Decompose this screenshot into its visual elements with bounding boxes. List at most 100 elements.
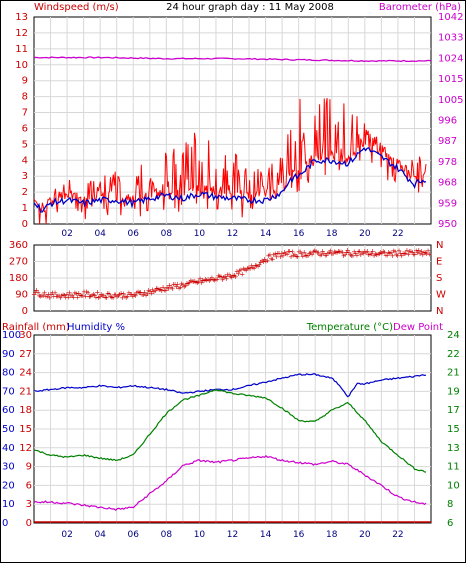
direction-point: + <box>172 281 178 289</box>
direction-point: + <box>194 279 200 287</box>
direction-point: + <box>148 290 154 298</box>
direction-point: + <box>242 266 248 274</box>
direction-point: + <box>400 249 406 257</box>
direction-point: + <box>131 291 137 299</box>
direction-point: + <box>171 280 177 288</box>
climate-panel-x-tick-label: 02 <box>61 530 72 540</box>
direction-point: + <box>164 283 170 291</box>
direction-point: + <box>388 249 394 257</box>
direction-point: + <box>150 286 156 294</box>
direction-point: + <box>342 251 348 259</box>
direction-point: + <box>49 289 55 297</box>
direction-point: + <box>292 251 298 259</box>
direction-point: + <box>416 247 422 255</box>
direction-point: + <box>293 252 299 260</box>
barometer-tick-label: 996 <box>438 116 457 127</box>
direction-point: + <box>93 294 99 302</box>
direction-point: + <box>183 282 189 290</box>
direction-point: + <box>212 277 218 285</box>
direction-point: + <box>218 273 224 281</box>
climate-panel-x-tick-label: 18 <box>326 530 338 540</box>
direction-point: + <box>395 252 401 260</box>
direction-point: + <box>92 292 98 300</box>
direction-point: + <box>68 292 74 300</box>
climate-panel-x-tick-label: 16 <box>293 530 305 540</box>
direction-point: + <box>237 267 243 275</box>
direction-point: + <box>139 291 145 299</box>
direction-point: + <box>318 251 324 259</box>
direction-point: + <box>214 276 220 284</box>
temperature-tick-label: 21 <box>447 368 460 379</box>
direction-point: + <box>198 279 204 287</box>
direction-point: + <box>233 273 239 281</box>
direction-point: + <box>160 284 166 292</box>
chart-title: 24 hour graph day : 11 May 2008 <box>166 2 334 13</box>
direction-point: + <box>140 291 146 299</box>
barometer-line <box>33 56 432 63</box>
direction-point: + <box>96 294 102 302</box>
direction-point: + <box>119 294 125 302</box>
direction-point: + <box>135 288 141 296</box>
direction-point: + <box>180 281 186 289</box>
direction-point: + <box>84 288 90 296</box>
direction-point: + <box>250 263 256 271</box>
windspeed-tick-label: 5 <box>22 139 28 150</box>
compass-tick-label: E <box>436 257 442 268</box>
temperature-tick-label: 13 <box>447 443 460 454</box>
direction-point: + <box>130 292 136 300</box>
windspeed-tick-label: 3 <box>22 171 28 182</box>
direction-point: + <box>73 290 79 298</box>
wind-panel-x-tick-label: 10 <box>194 229 206 239</box>
direction-point: + <box>227 273 233 281</box>
windspeed-tick-label: 13 <box>15 12 28 23</box>
humidity-tick-label: 90 <box>2 349 15 360</box>
direction-point: + <box>405 250 411 258</box>
direction-point: + <box>305 252 311 260</box>
humidity-tick-label: 20 <box>2 480 15 491</box>
direction-point: + <box>78 292 84 300</box>
direction-point: + <box>412 250 418 258</box>
windspeed-tick-label: 1 <box>22 203 28 214</box>
direction-point: + <box>374 251 380 259</box>
direction-point: + <box>57 294 63 302</box>
direction-point: + <box>382 248 388 256</box>
direction-point: + <box>222 273 228 281</box>
direction-point: + <box>335 248 341 256</box>
direction-point: + <box>396 247 402 255</box>
wind-panel-x-tick-label: 20 <box>359 229 371 239</box>
direction-point: + <box>380 248 386 256</box>
direction-point: + <box>368 250 374 258</box>
temperature-tick-label: 22 <box>447 349 460 360</box>
direction-point: + <box>200 277 206 285</box>
direction-point: + <box>383 252 389 260</box>
wind-panel-x-tick-label: 22 <box>392 229 403 239</box>
direction-point: + <box>42 289 48 297</box>
direction-point: + <box>192 277 198 285</box>
direction-point: + <box>421 249 427 257</box>
direction-point: + <box>35 289 41 297</box>
windspeed-tick-label: 8 <box>22 92 28 103</box>
direction-point: + <box>71 294 77 302</box>
direction-point: + <box>312 247 318 255</box>
windspeed-tick-label: 11 <box>15 44 28 55</box>
direction-point: + <box>184 279 190 287</box>
direction-point: + <box>413 247 419 255</box>
direction-point: + <box>102 293 108 301</box>
direction-point: + <box>309 250 315 258</box>
direction-point: + <box>219 276 225 284</box>
direction-point: + <box>98 290 104 298</box>
direction-point: + <box>426 251 432 259</box>
dew-point-axis-label: Dew Point <box>393 322 443 333</box>
humidity-axis-label: Humidity % <box>67 322 125 333</box>
direction-point: + <box>345 247 351 255</box>
wind-panel-x-tick-label: 18 <box>326 229 338 239</box>
direction-point: + <box>80 292 86 300</box>
compass-tick-label: N <box>436 240 443 251</box>
direction-point: + <box>299 250 305 258</box>
direction-point: + <box>229 274 235 282</box>
direction-point: + <box>168 283 174 291</box>
direction-point: + <box>424 250 430 258</box>
windspeed-tick-label: 10 <box>15 60 28 71</box>
direction-point: + <box>375 250 381 258</box>
direction-point: + <box>243 266 249 274</box>
